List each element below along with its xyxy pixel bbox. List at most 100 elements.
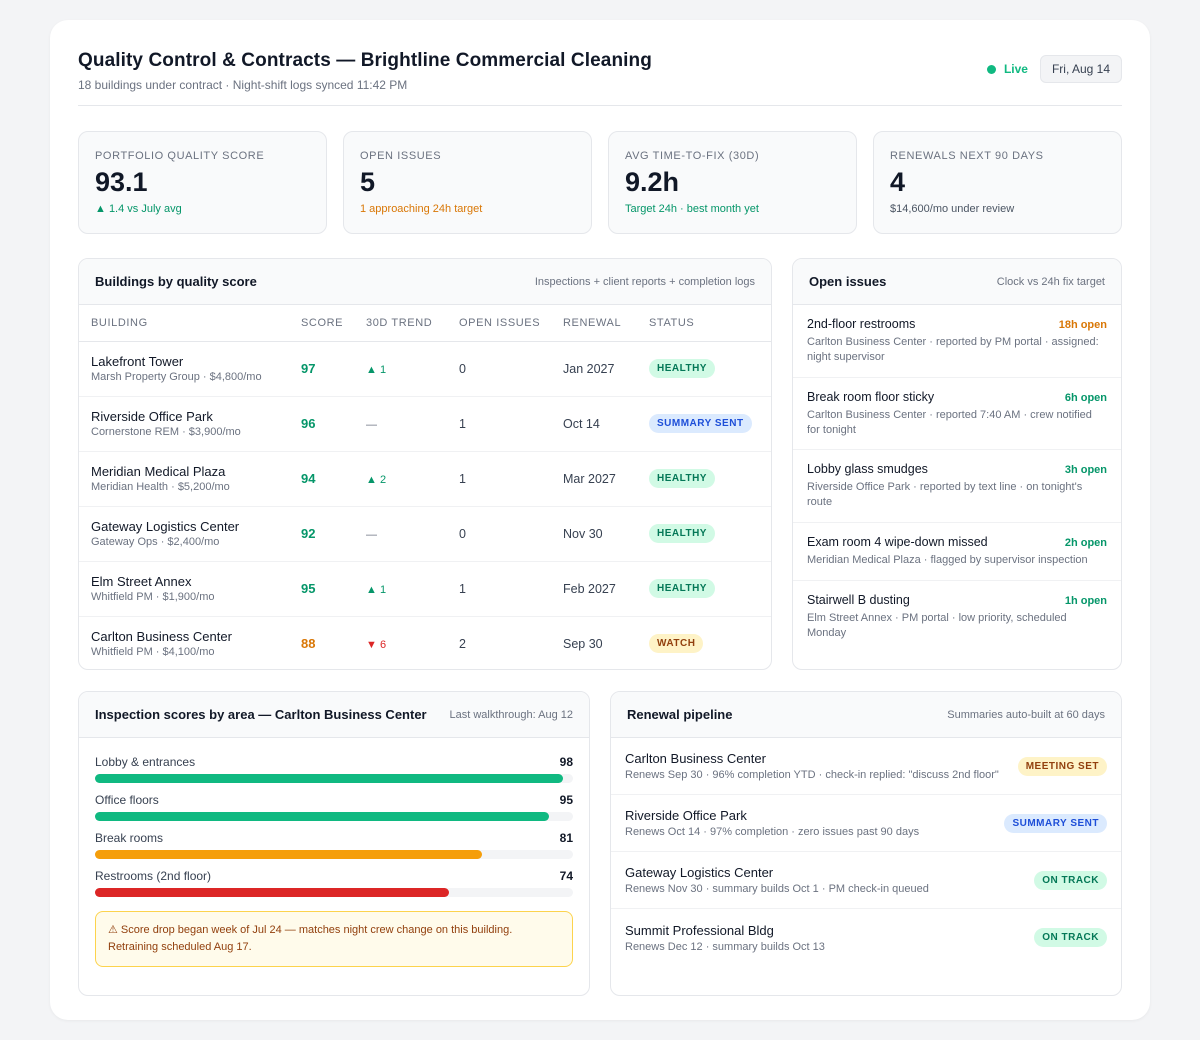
kpi-card-time-to-fix[interactable]: Avg time-to-fix (30d) 9.2h Target 24h · … (608, 131, 857, 234)
building-client: Marsh Property Group · $4,800/mo (91, 371, 262, 383)
score-value: 96 (301, 416, 316, 431)
score-cell: 88 (301, 616, 366, 669)
kpi-value: 9.2h (625, 167, 680, 197)
date-chip[interactable]: Fri, Aug 14 (1039, 55, 1122, 83)
area-bar-track (95, 850, 573, 859)
open-issues-cell: 0 (459, 506, 563, 562)
issue-item[interactable]: Exam room 4 wipe-down missed 2h open Merid… (793, 523, 1121, 581)
area-bar-track (95, 888, 573, 897)
trend-cell: ▲ 2 (366, 451, 459, 507)
column-header[interactable]: Score (301, 305, 366, 342)
issues-panel: Open issues Clock vs 24h fix target 2nd-… (792, 258, 1122, 670)
status-cell: Watch (649, 616, 771, 669)
renewal-info: Summit Professional Bldg Renews Dec 12 · … (625, 923, 825, 953)
buildings-panel-meta: Inspections + client reports + completio… (534, 275, 755, 288)
building-client: Whitfield PM · $4,100/mo (91, 646, 215, 659)
kpi-label: Avg time-to-fix (30d) (625, 150, 760, 162)
issue-age: 1h open (1064, 594, 1107, 607)
open-issues-cell: 1 (459, 396, 563, 452)
table-row[interactable]: Gateway Logistics Center Gateway Ops · $2… (79, 506, 771, 562)
table-row[interactable]: Elm Street Annex Whitfield PM · $1,900/mo… (79, 561, 771, 617)
status-badge: Healthy (649, 579, 715, 598)
issue-item[interactable]: Lobby glass smudges 3h open Riverside Offi… (793, 450, 1121, 524)
renewal-status-badge: Meeting set (1017, 756, 1107, 776)
kpi-note: $14,600/mo under review (890, 202, 1015, 215)
issue-title: Stairwell B dusting (807, 592, 910, 607)
issue-age: 3h open (1064, 464, 1107, 477)
trend-value: ▲ 2 (366, 473, 387, 486)
table-row[interactable]: Meridian Medical Plaza Meridian Health · … (79, 451, 771, 507)
column-header[interactable]: 30D Trend (366, 305, 459, 342)
renewal-info: Gateway Logistics Center Renews Nov 30 · … (625, 865, 929, 895)
renewal-item[interactable]: Riverside Office Park Renews Oct 14 · 97%… (611, 795, 1121, 852)
issue-header: Exam room 4 wipe-down missed 2h open (807, 535, 1107, 549)
building-name[interactable]: Gateway Logistics Center (91, 519, 240, 534)
kpi-label: Portfolio quality score (95, 150, 265, 162)
building-client: Gateway Ops · $2,400/mo (91, 536, 220, 548)
score-value: 94 (301, 471, 316, 486)
building-name[interactable]: Lakefront Tower (91, 354, 184, 369)
status-badge: Watch (649, 634, 704, 654)
dashboard-page: Quality Control & Contracts — Brightline… (50, 20, 1150, 1020)
area-label: Lobby & entrances (95, 755, 196, 769)
building-name[interactable]: Carlton Business Center (91, 629, 232, 645)
trend-cell: — (366, 396, 459, 452)
renewals-panel-meta: Summaries auto-built at 60 days (947, 708, 1105, 721)
column-header[interactable]: Renewal (563, 305, 649, 342)
area-bar-row: Break rooms 81 (79, 831, 589, 859)
area-score: 81 (559, 831, 573, 845)
buildings-table-body: Lakefront Tower Marsh Property Group · $4… (79, 341, 771, 669)
issue-item[interactable]: 2nd-floor restrooms 18h open Carlton Busin… (793, 305, 1121, 378)
status-cell: Healthy (649, 506, 771, 562)
buildings-table: Building Score 30D Trend Open issues Ren… (79, 305, 771, 669)
table-row[interactable]: Carlton Business Center Whitfield PM · $4… (79, 616, 771, 669)
building-name[interactable]: Elm Street Annex (91, 574, 192, 589)
issue-item[interactable]: Break room floor sticky 6h open Carlton Bu… (793, 378, 1121, 451)
column-header[interactable]: Building (79, 305, 301, 342)
area-bar-row: Office floors 95 (79, 793, 589, 821)
renewal-item[interactable]: Carlton Business Center Renews Sep 30 · 9… (611, 738, 1121, 795)
building-client: Cornerstone REM · $3,900/mo (91, 426, 241, 438)
score-cell: 92 (301, 506, 366, 562)
renewal-cell: Nov 30 (563, 506, 649, 562)
issue-item[interactable]: Stairwell B dusting 1h open Elm Street Ann… (793, 581, 1121, 653)
kpi-card-quality-score[interactable]: Portfolio quality score 93.1 ▲ 1.4 vs Ju… (78, 131, 327, 234)
renewal-item[interactable]: Summit Professional Bldg Renews Dec 12 · … (611, 909, 1121, 966)
area-score: 98 (559, 755, 573, 769)
table-row[interactable]: Riverside Office Park Cornerstone REM · $… (79, 396, 771, 452)
area-bar-labels: Break rooms 81 (95, 831, 573, 845)
page-header: Quality Control & Contracts — Brightline… (78, 50, 1122, 106)
score-value: 97 (301, 361, 316, 376)
renewal-building: Riverside Office Park (625, 808, 747, 823)
kpi-card-renewals[interactable]: Renewals next 90 days 4 $14,600/mo under… (873, 131, 1122, 234)
column-header[interactable]: Open issues (459, 305, 563, 342)
area-bar-labels: Lobby & entrances 98 (95, 755, 573, 769)
trend-cell: — (366, 506, 459, 562)
renewal-status-badge: Summary sent (1004, 813, 1107, 833)
building-name[interactable]: Meridian Medical Plaza (91, 464, 226, 479)
score-cell: 96 (301, 396, 366, 452)
table-row[interactable]: Lakefront Tower Marsh Property Group · $4… (79, 341, 771, 397)
issue-title: Break room floor sticky (807, 389, 935, 404)
column-header[interactable]: Status (649, 305, 771, 342)
area-bar-labels: Restrooms (2nd floor) 74 (95, 869, 573, 883)
trend-cell: ▲ 1 (366, 561, 459, 617)
building-name[interactable]: Riverside Office Park (91, 409, 213, 424)
kpi-card-open-issues[interactable]: Open issues 5 1 approaching 24h target (343, 131, 592, 234)
issues-panel-header: Open issues Clock vs 24h fix target (793, 259, 1121, 305)
kpi-value: 93.1 (95, 167, 148, 197)
inspection-panel-meta: Last walkthrough: Aug 12 (449, 708, 573, 721)
inspection-panel-header: Inspection scores by area — Carlton Busi… (79, 692, 589, 738)
renewals-list: Carlton Business Center Renews Sep 30 · 9… (611, 738, 1121, 966)
renewal-detail: Renews Sep 30 · 96% completion YTD · che… (625, 769, 999, 781)
renewal-item[interactable]: Gateway Logistics Center Renews Nov 30 · … (611, 852, 1121, 909)
renewal-building: Carlton Business Center (625, 751, 766, 766)
live-label: Live (1003, 62, 1028, 76)
trend-value: ▼ 6 (366, 638, 387, 651)
kpi-label: Renewals next 90 days (890, 150, 1044, 162)
renewals-panel: Renewal pipeline Summaries auto-built at… (610, 691, 1122, 996)
area-bar-track (95, 774, 573, 783)
issue-detail: Riverside Office Park · reported by text… (807, 481, 1083, 509)
score-cell: 94 (301, 451, 366, 507)
issue-title: Lobby glass smudges (807, 462, 928, 477)
